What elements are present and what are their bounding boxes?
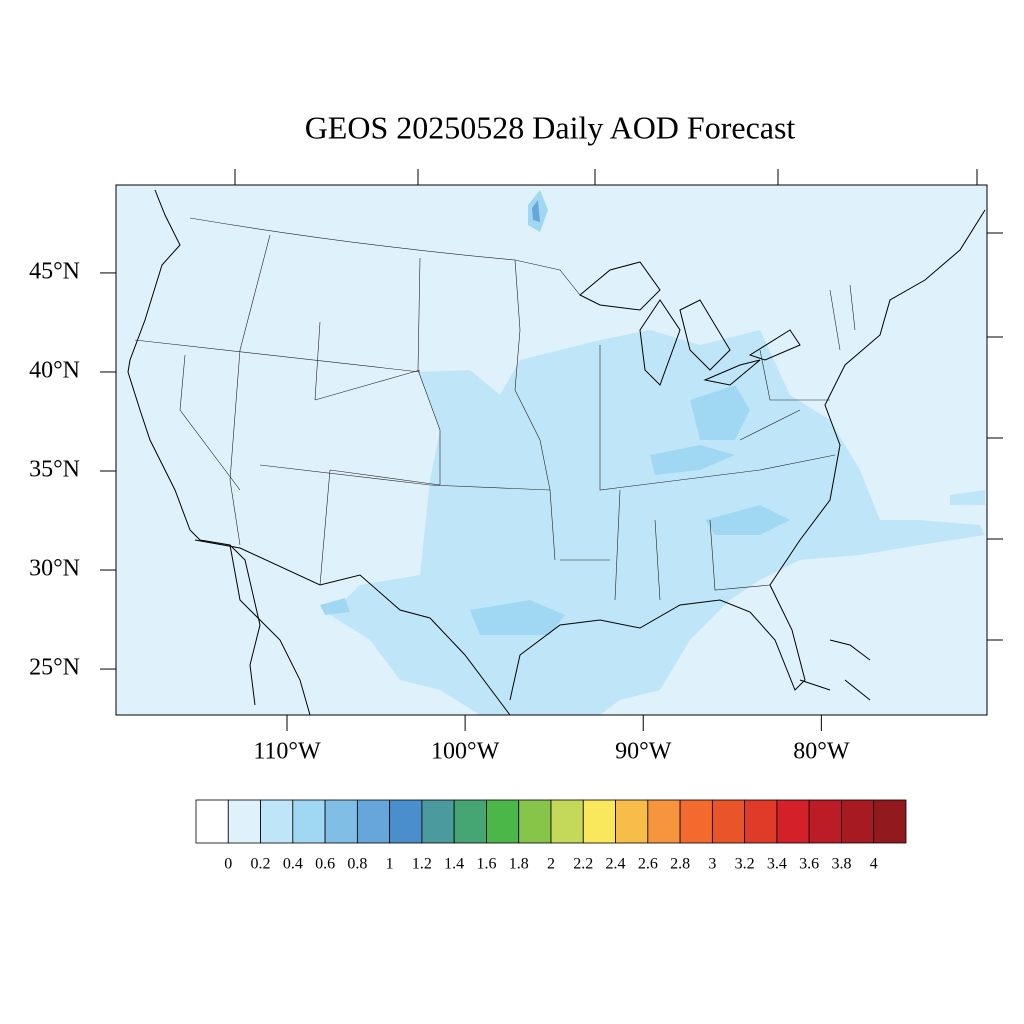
colorbar-label: 1	[386, 856, 394, 873]
aod-region	[690, 385, 750, 440]
colorbar-label: 2.6	[638, 856, 658, 873]
colorbar-label: 0.6	[315, 856, 335, 873]
state-borders	[134, 217, 856, 601]
colorbar-label: 0	[224, 856, 232, 873]
y-tick-label: 35°N	[29, 456, 80, 482]
aod-field	[320, 190, 985, 715]
y-tick-label: 45°N	[29, 258, 80, 284]
colorbar-box	[453, 799, 487, 844]
colorbar-box	[776, 799, 810, 844]
map-title: GEOS 20250528 Daily AOD Forecast	[305, 109, 796, 145]
colorbar-box	[227, 799, 261, 844]
colorbar-label: 0.8	[347, 856, 367, 873]
colorbar-label: 3	[708, 856, 716, 873]
aod-region	[650, 445, 735, 475]
great-lakes	[579, 261, 801, 386]
x-tick-label: 80°W	[793, 739, 850, 765]
map-panel	[115, 169, 1003, 716]
colorbar-box	[873, 799, 907, 844]
colorbar-box	[679, 799, 713, 844]
colorbar-box	[421, 799, 455, 844]
colorbar-label: 1.2	[412, 856, 432, 873]
coastline	[229, 544, 311, 716]
colorbar-box	[711, 799, 746, 844]
coastline	[127, 189, 261, 706]
colorbar-box	[389, 799, 423, 844]
colorbar-box	[195, 799, 229, 844]
x-tick-label: 110°W	[253, 739, 321, 765]
colorbar-label: 2.8	[670, 856, 690, 873]
x-tick-label: 90°W	[615, 739, 672, 765]
colorbar-label: 3.8	[831, 856, 851, 873]
colorbar-box	[518, 799, 552, 844]
colorbar-label: 3.2	[735, 856, 755, 873]
colorbar-label: 1.8	[509, 856, 529, 873]
map-frame	[115, 184, 988, 716]
aod-region	[950, 490, 985, 505]
colorbar-label: 1.6	[476, 856, 496, 873]
aod-region	[470, 600, 565, 635]
colorbar-label: 2.4	[606, 856, 626, 873]
y-tick-label: 25°N	[29, 655, 80, 681]
colorbar-label: 0.2	[251, 856, 271, 873]
colorbar-box	[582, 799, 616, 844]
colorbar-box	[744, 799, 778, 844]
colorbar-box	[292, 799, 326, 844]
colorbar-box	[647, 799, 681, 844]
colorbar-box	[841, 799, 875, 844]
colorbar-label: 2	[547, 856, 555, 873]
colorbar-box	[260, 799, 294, 844]
colorbar-label: 0.4	[283, 856, 303, 873]
colorbar-box	[615, 799, 649, 844]
aod-region	[705, 505, 790, 535]
islands	[799, 639, 871, 701]
colorbar-label: 1.4	[444, 856, 464, 873]
colorbar-box	[550, 799, 584, 844]
aod-region	[532, 200, 540, 222]
colorbar-label: 3.4	[767, 856, 787, 873]
y-tick-label: 30°N	[29, 556, 80, 582]
colorbar-label: 2.2	[573, 856, 593, 873]
colorbar-label: 4	[870, 856, 878, 873]
boundaries	[127, 189, 986, 716]
coastline	[194, 209, 986, 716]
y-tick-label: 40°N	[29, 357, 80, 383]
frame-ticks	[234, 169, 1003, 641]
aod-region	[320, 598, 350, 615]
colorbar-box	[808, 799, 842, 844]
colorbar-label: 3.6	[799, 856, 819, 873]
colorbar-box	[356, 799, 391, 844]
colorbar-box	[486, 799, 520, 844]
colorbar-box	[324, 799, 358, 844]
x-tick-label: 100°W	[431, 739, 500, 765]
